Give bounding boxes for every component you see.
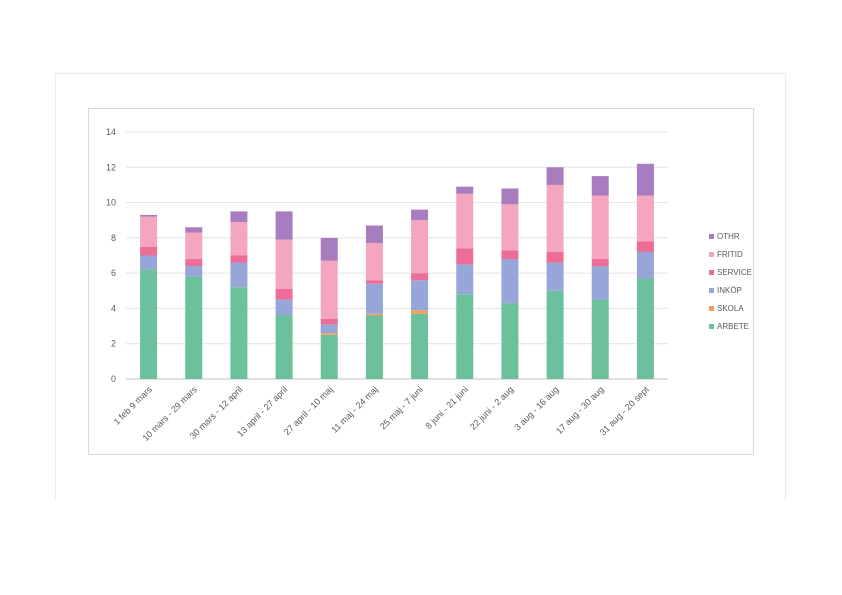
bar-segment-service bbox=[456, 248, 474, 265]
x-tick-label: 17 aug - 30 aug bbox=[554, 384, 606, 436]
y-tick-label: 2 bbox=[111, 339, 116, 349]
bar-segment-service bbox=[140, 246, 158, 256]
bar-segment-arbete bbox=[591, 299, 609, 379]
bar-segment-arbete bbox=[456, 294, 474, 379]
bar-segment-othr bbox=[546, 167, 564, 185]
bar-segment-inkp bbox=[636, 251, 654, 279]
y-tick-label: 8 bbox=[111, 233, 116, 243]
bar-segment-skola bbox=[320, 333, 338, 335]
bar-segment-fritid bbox=[546, 184, 564, 252]
bar-segment-fritid bbox=[275, 239, 293, 290]
bar-segment-inkp bbox=[501, 259, 519, 304]
x-tick-label: 1 feb 9 mars bbox=[112, 384, 155, 427]
bar-segment-service bbox=[230, 255, 248, 263]
bar-segment-othr bbox=[275, 211, 293, 240]
bar-segment-inkp bbox=[591, 266, 609, 300]
bar-segment-service bbox=[320, 319, 338, 325]
bar-segment-service bbox=[636, 241, 654, 252]
legend-swatch bbox=[709, 324, 714, 329]
legend-label: ARBETE bbox=[717, 322, 749, 331]
legend-label: INKÖP bbox=[717, 286, 742, 295]
legend-label: FRITID bbox=[717, 250, 743, 259]
x-tick-label: 3 aug - 16 aug bbox=[512, 384, 560, 432]
bar-segment-arbete bbox=[275, 315, 293, 379]
legend-label: SKOLA bbox=[717, 304, 744, 313]
legend-swatch bbox=[709, 288, 714, 293]
bar-segment-skola bbox=[365, 313, 383, 316]
bar-segment-othr bbox=[636, 163, 654, 196]
bar-segment-fritid bbox=[320, 260, 338, 320]
bar-segment-fritid bbox=[185, 232, 203, 260]
bar-segment-inkp bbox=[456, 264, 474, 295]
x-tick-label: 31 aug - 20 sept bbox=[598, 384, 651, 437]
bar-segment-service bbox=[411, 273, 429, 281]
legend: OTHR FRITID SERVICE INKÖP SKOLA ARBETE bbox=[709, 232, 752, 331]
bar-segment-othr bbox=[456, 186, 474, 194]
bar-segment-fritid bbox=[591, 195, 609, 260]
bar-segment-arbete bbox=[501, 303, 519, 379]
bar-segment-inkp bbox=[140, 255, 158, 270]
bar-segment-othr bbox=[320, 237, 338, 261]
bar-segment-service bbox=[546, 251, 564, 263]
bar-segment-fritid bbox=[501, 204, 519, 251]
bar-segment-othr bbox=[411, 209, 429, 221]
bar-segment-inkp bbox=[275, 299, 293, 316]
legend-label: SERVICE bbox=[717, 268, 752, 277]
x-tick-label: 11 maj - 24 maj bbox=[329, 384, 379, 434]
bar-segment-fritid bbox=[140, 216, 158, 247]
legend-swatch bbox=[709, 252, 714, 257]
legend-swatch bbox=[709, 306, 714, 311]
bar-segment-arbete bbox=[411, 313, 429, 379]
y-axis-ticks: 0 2 4 6 8 10 12 14 bbox=[106, 127, 116, 384]
legend-label: OTHR bbox=[717, 232, 740, 241]
gridlines bbox=[126, 131, 668, 380]
bar-segment-service bbox=[591, 259, 609, 267]
bar-segment-arbete bbox=[230, 287, 248, 379]
y-tick-label: 14 bbox=[106, 127, 116, 137]
bars bbox=[140, 163, 654, 379]
x-tick-label: 25 maj - 7 juni bbox=[378, 384, 425, 431]
bar-segment-skola bbox=[411, 310, 429, 314]
y-tick-label: 4 bbox=[111, 303, 116, 313]
bar-segment-service bbox=[365, 280, 383, 284]
bar-segment-othr bbox=[591, 176, 609, 196]
bar-segment-arbete bbox=[140, 269, 158, 379]
bar-segment-fritid bbox=[411, 220, 429, 274]
bar-segment-fritid bbox=[636, 195, 654, 242]
x-tick-label: 8 juni - 21 juni bbox=[423, 384, 470, 431]
bar-segment-inkp bbox=[185, 266, 203, 277]
x-tick-label: 22 juni - 2 aug bbox=[468, 384, 515, 431]
y-tick-label: 12 bbox=[106, 162, 116, 172]
bar-segment-inkp bbox=[411, 280, 429, 311]
bar-segment-othr bbox=[185, 227, 203, 233]
x-tick-label: 27 april - 10 maj bbox=[282, 384, 335, 437]
bar-segment-arbete bbox=[320, 334, 338, 379]
y-tick-label: 0 bbox=[111, 374, 116, 384]
bar-segment-arbete bbox=[365, 315, 383, 379]
bar-segment-inkp bbox=[230, 262, 248, 288]
bar-segment-inkp bbox=[320, 324, 338, 334]
bar-segment-arbete bbox=[546, 290, 564, 379]
bar-segment-fritid bbox=[365, 243, 383, 281]
y-tick-label: 10 bbox=[106, 198, 116, 208]
y-tick-label: 6 bbox=[111, 268, 116, 278]
bar-segment-othr bbox=[501, 188, 519, 205]
bar-segment-othr bbox=[140, 214, 158, 217]
legend-swatch bbox=[709, 234, 714, 239]
bar-segment-service bbox=[501, 250, 519, 260]
bar-segment-arbete bbox=[185, 276, 203, 379]
page-frame bbox=[55, 73, 786, 501]
bar-segment-fritid bbox=[456, 193, 474, 249]
bar-segment-othr bbox=[365, 225, 383, 244]
bar-segment-inkp bbox=[365, 283, 383, 314]
bar-segment-service bbox=[185, 259, 203, 267]
bar-segment-othr bbox=[230, 211, 248, 222]
bar-segment-arbete bbox=[636, 278, 654, 379]
bar-segment-fritid bbox=[230, 221, 248, 256]
bar-segment-inkp bbox=[546, 262, 564, 291]
legend-swatch bbox=[709, 270, 714, 275]
bar-segment-service bbox=[275, 289, 293, 300]
